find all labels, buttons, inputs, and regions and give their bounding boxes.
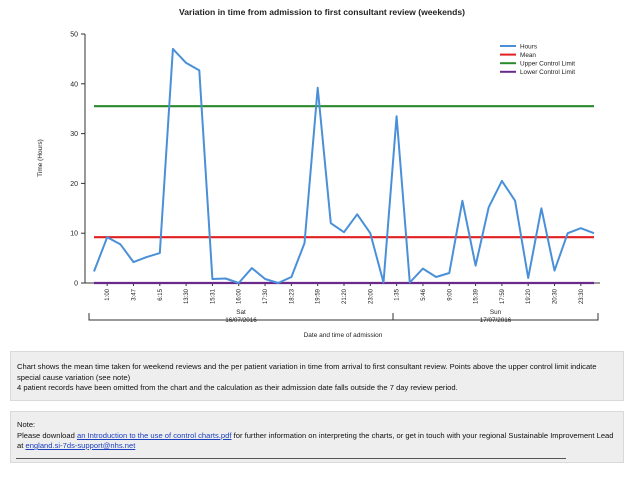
- y-tick-label: 10: [70, 231, 78, 238]
- x-tick-label: 16:00: [237, 288, 243, 304]
- x-tick-label: 23:30: [579, 288, 585, 304]
- x-tick-label: 20:30: [553, 288, 559, 304]
- y-axis: 0 10 20 30 40 50: [70, 32, 86, 288]
- group-date: 17/07/2016: [480, 317, 512, 324]
- legend-label: Upper Control Limit: [520, 61, 575, 68]
- legend-label: Hours: [520, 43, 537, 50]
- x-tick-label: 1:35: [395, 288, 401, 300]
- y-tick-label: 50: [70, 32, 78, 39]
- x-tick-label: 18:23: [289, 288, 295, 304]
- x-tick-label: 21:20: [342, 288, 348, 304]
- hours-series-line: [93, 47, 595, 284]
- y-tick-label: 20: [70, 181, 78, 188]
- legend-label: Lower Control Limit: [520, 69, 575, 76]
- y-tick-label: 40: [70, 81, 78, 88]
- note-text: Please download an Introduction to the u…: [17, 431, 617, 452]
- group-label: Sun: [490, 309, 502, 316]
- x-tick-label: 9:00: [447, 288, 453, 300]
- group-date: 16/07/2016: [225, 317, 257, 324]
- support-email-link[interactable]: england.si-7ds-support@nhs.net: [25, 441, 136, 450]
- legend-label: Mean: [520, 52, 536, 59]
- caption-line-1: Chart shows the mean time taken for week…: [17, 362, 597, 382]
- note-text-middle: for further information on interpreting …: [17, 430, 614, 451]
- control-chart: Variation in time from admission to firs…: [37, 7, 600, 339]
- x-tick-label: 13:30: [184, 288, 190, 304]
- note-box: Note: Please download an Introduction to…: [10, 411, 624, 463]
- plot-lines: [93, 47, 595, 285]
- y-tick-label: 0: [74, 281, 78, 288]
- x-tick-label: 5:46: [421, 288, 427, 300]
- x-tick-label: 6:15: [158, 288, 164, 300]
- y-axis-label: Time (Hours): [37, 139, 44, 177]
- chart-caption: Chart shows the mean time taken for week…: [10, 351, 624, 401]
- y-tick-label: 30: [70, 131, 78, 138]
- control-charts-pdf-link[interactable]: an Introduction to the use of control ch…: [76, 430, 232, 440]
- group-bracket: [392, 313, 599, 321]
- x-tick-label: 17:30: [263, 288, 269, 304]
- group-label: Sat: [236, 309, 246, 316]
- note-divider: [16, 458, 566, 459]
- note-heading: Note:: [17, 420, 36, 429]
- x-tick-label: 3:47: [131, 288, 137, 300]
- x-tick-label: 17:59: [500, 288, 506, 304]
- x-axis: 1:00 3:47 6:15 13:30 15:31 16:00 17:30 18:23 19:…: [85, 282, 600, 304]
- x-tick-label: 1:00: [105, 288, 111, 300]
- chart-title: Variation in time from admission to firs…: [179, 7, 465, 17]
- x-tick-label: 23:00: [368, 288, 374, 304]
- caption-line-2: 4 patient records have been omitted from…: [17, 383, 458, 392]
- x-tick-label: 19:20: [526, 288, 532, 304]
- x-axis-label: Date and time of admission: [304, 332, 383, 339]
- x-tick-label: 19:59: [316, 288, 322, 304]
- x-tick-label: 15:31: [210, 288, 216, 304]
- note-text-before: Please download: [17, 430, 75, 440]
- x-tick-label: 15:39: [474, 288, 480, 304]
